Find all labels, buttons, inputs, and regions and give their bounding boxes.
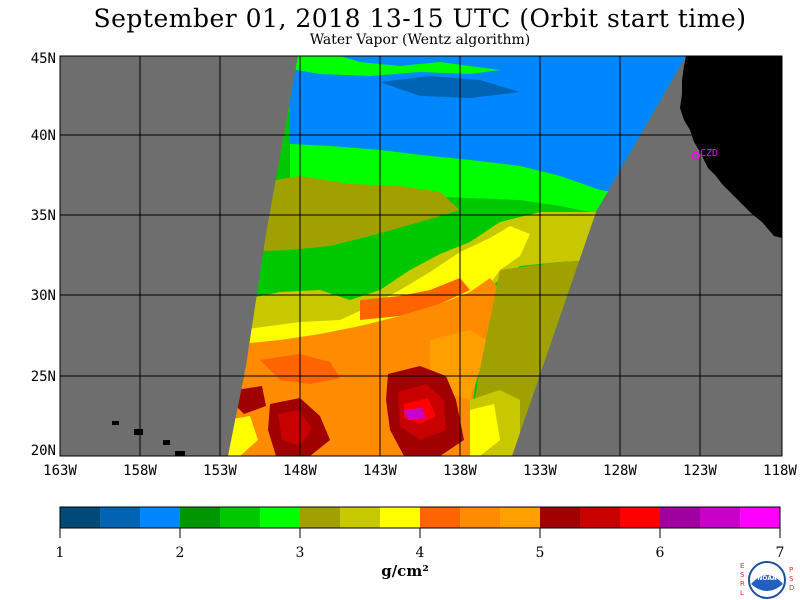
- colorbar-cell: [60, 507, 101, 528]
- chart-subtitle: Water Vapor (Wentz algorithm): [309, 32, 531, 48]
- lon-label-163w: 163W: [43, 463, 77, 479]
- colorbar-cell: [580, 507, 621, 528]
- station-marker-icon: [691, 151, 701, 161]
- lon-label-123w: 123W: [683, 463, 717, 479]
- colorbar: 1 2 3 4 5 6 7: [56, 506, 785, 561]
- lon-label-138w: 138W: [443, 463, 477, 479]
- logo-noaa-text: NOAA: [757, 575, 777, 582]
- colorbar-cell: [460, 507, 501, 528]
- lon-label-143w: 143W: [363, 463, 397, 479]
- map-area: CZD: [59, 55, 783, 457]
- lat-label-30n: 30N: [31, 288, 56, 304]
- logo-letter-d: D: [789, 584, 794, 592]
- colorbar-cell: [660, 507, 701, 528]
- lon-label-133w: 133W: [523, 463, 557, 479]
- colorbar-cell: [740, 507, 781, 528]
- lon-label-153w: 153W: [203, 463, 237, 479]
- colorbar-label-6: 6: [656, 545, 665, 561]
- colorbar-cell: [220, 507, 261, 528]
- colorbar-cell: [100, 507, 141, 528]
- logo-letter-s2: S: [789, 575, 794, 583]
- station-czd: CZD: [691, 148, 718, 161]
- colorbar-cells: [60, 507, 781, 528]
- colorbar-cell: [380, 507, 421, 528]
- colorbar-cell: [420, 507, 461, 528]
- station-label: CZD: [700, 148, 718, 159]
- lon-label-128w: 128W: [603, 463, 637, 479]
- colorbar-cell: [300, 507, 341, 528]
- colorbar-label-1: 1: [56, 545, 65, 561]
- logo-letter-l: L: [740, 589, 744, 597]
- colorbar-cell: [540, 507, 581, 528]
- logo-letter-e: E: [740, 562, 744, 570]
- logo-letter-p: P: [789, 566, 793, 574]
- colorbar-cell: [500, 507, 541, 528]
- colorbar-cell: [180, 507, 221, 528]
- logo-letter-s1: S: [740, 571, 745, 579]
- lat-label-25n: 25N: [31, 369, 56, 385]
- lat-label-35n: 35N: [31, 208, 56, 224]
- colorbar-units: g/cm²: [381, 562, 429, 580]
- grid-lines: [59, 55, 783, 457]
- chart-title: September 01, 2018 13-15 UTC (Orbit star…: [93, 4, 747, 33]
- lat-label-40n: 40N: [31, 128, 56, 144]
- colorbar-label-7: 7: [776, 545, 785, 561]
- lat-axis-labels: 45N 40N 35N 30N 25N 20N: [31, 51, 56, 459]
- colorbar-ticks: [59, 528, 781, 538]
- colorbar-label-5: 5: [536, 545, 545, 561]
- colorbar-cell: [340, 507, 381, 528]
- lat-label-20n: 20N: [31, 443, 56, 459]
- colorbar-label-2: 2: [176, 545, 185, 561]
- land-north-america: [680, 56, 782, 238]
- colorbar-cell: [700, 507, 741, 528]
- logo-letter-r: R: [740, 580, 745, 588]
- lon-label-118w: 118W: [763, 463, 797, 479]
- lat-label-45n: 45N: [31, 51, 56, 67]
- lon-label-148w: 148W: [283, 463, 317, 479]
- lon-axis-labels: 163W 158W 153W 148W 143W 138W 133W 128W …: [43, 463, 797, 479]
- colorbar-label-4: 4: [416, 545, 425, 561]
- colorbar-cell: [620, 507, 661, 528]
- colorbar-cell: [260, 507, 301, 528]
- lon-label-158w: 158W: [123, 463, 157, 479]
- hawaiian-islands: [112, 421, 185, 456]
- colorbar-label-3: 3: [296, 545, 305, 561]
- colorbar-cell: [140, 507, 181, 528]
- noaa-esrl-psd-logo: NOAA E S R L P S D: [740, 561, 794, 599]
